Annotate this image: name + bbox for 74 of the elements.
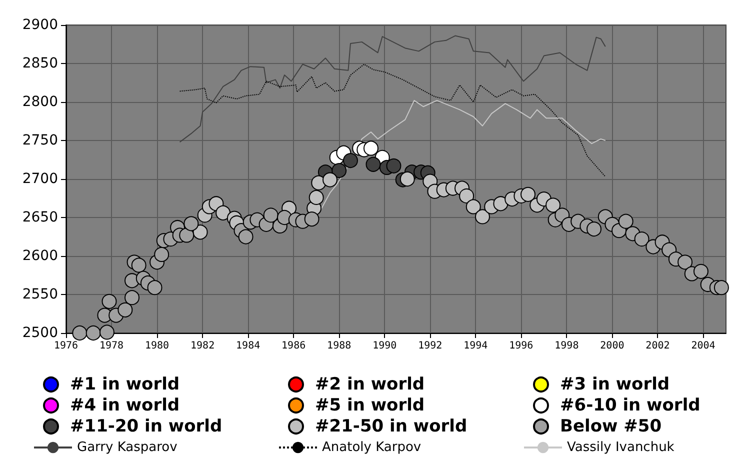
point	[238, 229, 254, 244]
x-tick-label: 1982	[190, 340, 215, 352]
point	[216, 205, 231, 220]
y-tick-label: 2800	[22, 94, 58, 110]
x-tick-label: 1980	[144, 340, 170, 352]
point	[99, 324, 114, 340]
legend-label: #5 in world	[315, 396, 425, 416]
legend-label: Anatoly Karpov	[322, 440, 422, 455]
point	[366, 156, 381, 172]
x-tick-label: 2002	[646, 340, 670, 352]
x-tick-label: 2004	[691, 340, 716, 352]
point	[466, 199, 481, 214]
x-tick-label: 1988	[327, 340, 352, 352]
point	[332, 163, 347, 178]
point	[72, 326, 88, 340]
point	[363, 140, 378, 156]
point	[459, 188, 474, 204]
point	[546, 198, 561, 213]
y-tick-label: 2550	[22, 286, 58, 302]
point	[308, 190, 324, 205]
point	[520, 186, 536, 202]
x-tick-label: 2000	[600, 340, 624, 352]
point	[263, 208, 278, 223]
point	[179, 228, 194, 243]
point	[131, 258, 146, 273]
point	[118, 302, 133, 318]
x-tick-label: 1992	[418, 340, 442, 352]
legend-label: #6-10 in world	[560, 396, 700, 416]
point	[634, 232, 650, 247]
point	[678, 254, 693, 270]
y-tick-label: 2650	[22, 210, 58, 226]
line-series	[179, 35, 606, 143]
point	[147, 280, 162, 296]
point	[714, 280, 729, 296]
point	[474, 209, 490, 224]
point	[586, 222, 602, 237]
x-tick-label: 1986	[282, 340, 306, 352]
legend-label: Below #50	[560, 416, 662, 436]
line-series	[179, 64, 606, 178]
point	[124, 290, 140, 306]
point	[304, 212, 320, 227]
legend-label: #4 in world	[70, 396, 180, 416]
x-tick-label: 1976	[54, 340, 78, 352]
point	[102, 294, 117, 309]
point	[184, 216, 199, 232]
point	[192, 224, 208, 240]
y-tick-label: 2850	[22, 56, 58, 72]
x-tick-label: 1984	[236, 340, 260, 352]
x-tick-label: 1998	[554, 340, 579, 352]
legend-label: Vassily Ivanchuk	[567, 440, 675, 455]
x-tick-label: 1996	[509, 340, 534, 352]
y-tick-label: 2750	[22, 132, 58, 148]
legend-label: #1 in world	[70, 374, 180, 394]
y-tick-label: 2700	[22, 171, 58, 187]
x-tick-label: 1978	[99, 340, 124, 352]
point	[322, 172, 338, 188]
y-tick-label: 2500	[22, 325, 58, 341]
point	[154, 246, 170, 262]
point	[400, 172, 415, 186]
x-tick-label: 1994	[464, 340, 488, 352]
point	[342, 153, 358, 168]
y-tick-label: 2900	[22, 17, 58, 33]
legend-label: #11-20 in world	[70, 416, 222, 436]
point	[693, 264, 708, 279]
legend-label: #3 in world	[560, 374, 670, 394]
point	[386, 158, 402, 174]
legend-label: Garry Kasparov	[77, 440, 178, 455]
point	[86, 326, 101, 340]
legend-label: #2 in world	[315, 374, 425, 394]
legend-label: #21-50 in world	[315, 416, 468, 436]
point	[493, 196, 508, 212]
point	[618, 214, 634, 229]
y-tick-label: 2600	[22, 248, 58, 264]
x-tick-label: 1990	[372, 340, 397, 352]
